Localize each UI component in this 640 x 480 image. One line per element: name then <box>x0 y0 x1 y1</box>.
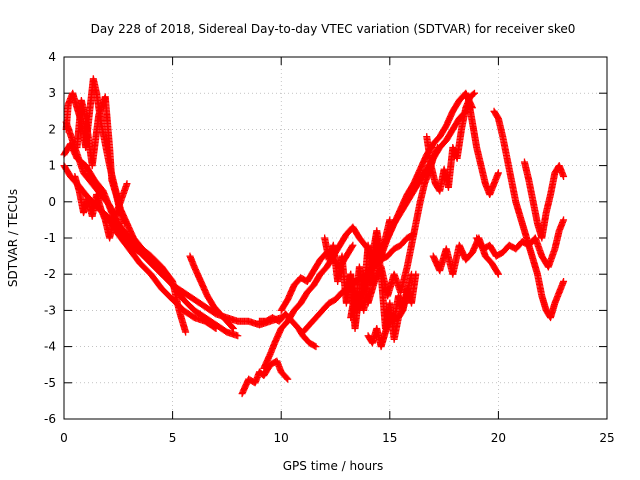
series-satellite-track-23 <box>473 216 568 271</box>
data-point <box>283 374 291 382</box>
data-point <box>494 269 502 277</box>
data-point <box>212 325 220 332</box>
data-point <box>560 172 568 180</box>
y-tick-label: -5 <box>44 376 56 390</box>
data-point <box>182 328 190 336</box>
data-point <box>494 169 502 177</box>
data-point <box>471 89 479 97</box>
data-point <box>412 270 420 278</box>
y-tick-label: -2 <box>44 267 56 281</box>
data-point <box>560 216 568 224</box>
data-point <box>284 375 292 383</box>
data-point <box>494 270 502 278</box>
series-satellite-track-22 <box>490 107 568 322</box>
data-point <box>229 325 237 332</box>
data-point <box>234 332 242 340</box>
y-tick-label: 2 <box>48 122 56 136</box>
data-point <box>312 343 320 351</box>
tick-labels: 0 5 10 15 20 25 -6 -5 -4 -3 -2 -1 0 1 2 3 4 <box>44 50 615 445</box>
data-point <box>123 180 131 188</box>
y-tick-label: 0 <box>48 195 56 209</box>
series-satellite-track-16 <box>364 270 420 351</box>
data-point <box>469 90 477 98</box>
x-tick-label: 10 <box>274 431 289 445</box>
y-tick-label: -6 <box>44 412 56 426</box>
y-tick-label: 4 <box>48 50 56 64</box>
series-satellite-track-20 <box>429 234 502 278</box>
plot-frame <box>63 56 608 420</box>
data-points <box>60 75 568 398</box>
x-axis-title: GPS time / hours <box>283 459 384 473</box>
chart-title: Day 228 of 2018, Sidereal Day-to-day VTE… <box>91 22 576 36</box>
y-tick-label: -4 <box>44 340 56 354</box>
series-satellite-track-5 <box>73 93 129 228</box>
series-satellite-track-6 <box>71 172 131 242</box>
y-tick-label: -3 <box>44 303 56 317</box>
x-tick-label: 15 <box>382 431 397 445</box>
y-tick-label: 3 <box>48 86 56 100</box>
data-point <box>211 324 219 332</box>
data-point <box>311 342 319 350</box>
series-satellite-track-8 <box>238 357 292 398</box>
series-satellite-track-21 <box>464 93 502 199</box>
data-point <box>228 323 236 331</box>
x-tick-label: 25 <box>599 431 614 445</box>
y-axis-title: SDTVAR / TECUs <box>6 189 20 287</box>
data-point <box>348 242 356 250</box>
y-tick-label: 1 <box>48 159 56 173</box>
data-point <box>349 241 357 249</box>
x-tick-label: 5 <box>169 431 177 445</box>
data-point <box>121 220 129 228</box>
x-tick-label: 20 <box>491 431 506 445</box>
series-satellite-track-24 <box>520 158 568 242</box>
data-point <box>386 216 394 224</box>
series-satellite-track-7 <box>186 252 237 332</box>
x-tick-label: 0 <box>60 431 68 445</box>
y-tick-label: -1 <box>44 231 56 245</box>
data-point <box>560 277 568 285</box>
